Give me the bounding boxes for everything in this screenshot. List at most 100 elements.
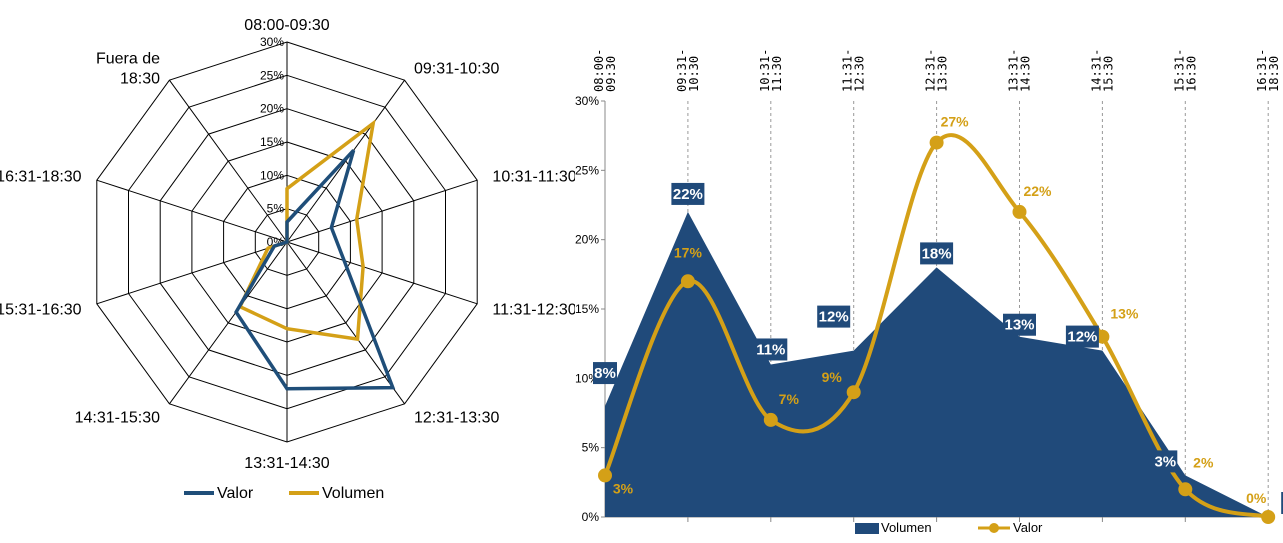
radar-spoke [286,241,478,305]
valor-data-label: 0% [1246,490,1267,506]
volumen-data-label: 18% [922,245,952,262]
volumen-label-box [1281,492,1283,514]
x-category-label-line: 12:31- [924,49,938,92]
valor-data-label: 17% [674,244,703,260]
radar-category-label: 10:31-11:30 [492,168,575,185]
radar-spoke [286,241,405,405]
x-category-label-line: 16:30 [1184,56,1198,92]
x-category-label: 08:00-09:30 [592,49,618,92]
radar-spoke [169,79,288,243]
volumen-label-box [1153,450,1178,473]
legend-label-valor: Valor [1013,520,1043,535]
x-category-label-line: 16:31- [1255,49,1269,92]
radar-spoke [286,179,478,243]
x-category-label: 11:31-12:30 [841,49,867,92]
x-category-label-line: 10:30 [687,56,701,92]
x-category-label: 09:31-10:30 [675,49,701,92]
valor-point [598,468,612,483]
valor-data-label: 27% [941,114,970,130]
volumen-label-box [817,305,851,328]
legend-label-volumen: Volumen [881,520,932,535]
valor-data-label: 22% [1023,183,1052,199]
radar-spoke [169,241,288,405]
valor-data-label: 13% [1110,306,1139,322]
volumen-data-label: 11% [756,341,785,358]
radar-spoke [96,241,288,305]
radar-tick-label: 20% [260,102,284,116]
x-category-label: 13:31-14:30 [1007,49,1033,92]
legend-swatch-valor-marker [989,523,999,533]
radar-category-label: 09:31-10:30 [414,60,500,77]
x-category-label-line: 18:30 [1267,56,1281,92]
volumen-label-box [1065,325,1099,348]
legend-label-volumen: Volumen [322,485,384,502]
valor-point [1261,510,1276,524]
y-tick-label: 0% [582,510,600,524]
valor-point [680,274,695,289]
radar-category-label: 11:31-12:30 [492,302,575,319]
valor-point [929,135,944,150]
radar-chart: 0%5%10%15%20%25%30%08:00-09:3009:31-10:3… [0,17,575,502]
radar-tick-label: 30% [260,35,284,49]
radar-category-label: 16:31-18:30 [0,168,82,185]
x-category-label-line: 08:00- [592,49,606,92]
x-category-label-line: 09:31- [675,49,689,92]
y-tick-label: 15% [575,302,599,316]
volumen-label-box [671,182,705,205]
valor-line [603,133,1269,519]
radar-category-label: Fuera de 18:30 [96,50,160,87]
y-tick-label: 20% [575,233,599,247]
radar-spoke [96,179,288,243]
x-category-label-line: 15:30 [1101,56,1115,92]
radar-tick-label: 25% [260,68,284,82]
valor-data-label: 9% [822,369,843,385]
x-category-label-line: 13:30 [936,56,950,92]
volumen-data-label: 12% [1067,329,1097,346]
volumen-data-label: 22% [673,186,703,203]
volumen-data-label: 12% [819,309,849,326]
volumen-label-box [754,338,788,361]
radar-category-label: 15:31-16:30 [0,302,82,319]
valor-point [846,385,861,400]
radar-category-label: 12:31-13:30 [414,410,500,427]
radar-category-label: 14:31-15:30 [75,410,161,427]
volumen-data-label: 8% [594,365,616,382]
volumen-label-box [920,242,954,265]
x-category-label: 15:31-16:30 [1172,49,1198,92]
legend-swatch-volumen [855,523,879,534]
area-line-chart: 0%5%10%15%20%25%30%08:00-09:30 09:31-10:3… [575,49,1283,535]
x-category-label: 16:31-18:30 [1255,49,1281,92]
volumen-area [605,211,1269,517]
volumen-data-label: 13% [1004,317,1034,334]
y-tick-label: 25% [575,163,599,177]
y-tick-label: 5% [582,441,600,455]
x-category-label: 14:31-15:30 [1089,49,1115,92]
valor-point [763,412,778,427]
legend-label-valor: Valor [217,485,254,502]
radar-category-label: 08:00-09:30 [244,17,330,34]
valor-data-label: 2% [1193,454,1214,470]
y-tick-label: 30% [575,94,599,108]
x-category-label-line: 11:31- [841,49,855,92]
x-category-label-line: 14:31- [1089,49,1103,92]
volumen-label-box [1003,313,1036,336]
x-category-label-line: 13:31- [1007,49,1021,92]
volumen-data-label: 3% [1154,453,1176,470]
x-category-label-line: 12:30 [853,56,867,92]
x-category-label: 10:31-11:30 [758,49,784,92]
x-category-label: 12:31-13:30 [924,49,950,92]
x-category-label-line: 14:30 [1019,56,1033,92]
valor-data-label: 7% [779,391,800,407]
radar-tick-label: 5% [267,202,285,216]
valor-point [1178,482,1193,497]
x-category-label-line: 09:30 [604,56,618,92]
x-category-label-line: 11:30 [770,56,784,92]
volumen-label-box [593,362,617,385]
x-category-label-line: 15:31- [1172,49,1186,92]
radar-tick-label: 15% [260,135,284,149]
x-category-label-line: 10:31- [758,49,772,92]
valor-data-label: 3% [613,480,634,496]
radar-series-valor [234,149,396,391]
radar-tick-label: 10% [260,168,284,182]
radar-category-label: 13:31-14:30 [244,455,330,472]
